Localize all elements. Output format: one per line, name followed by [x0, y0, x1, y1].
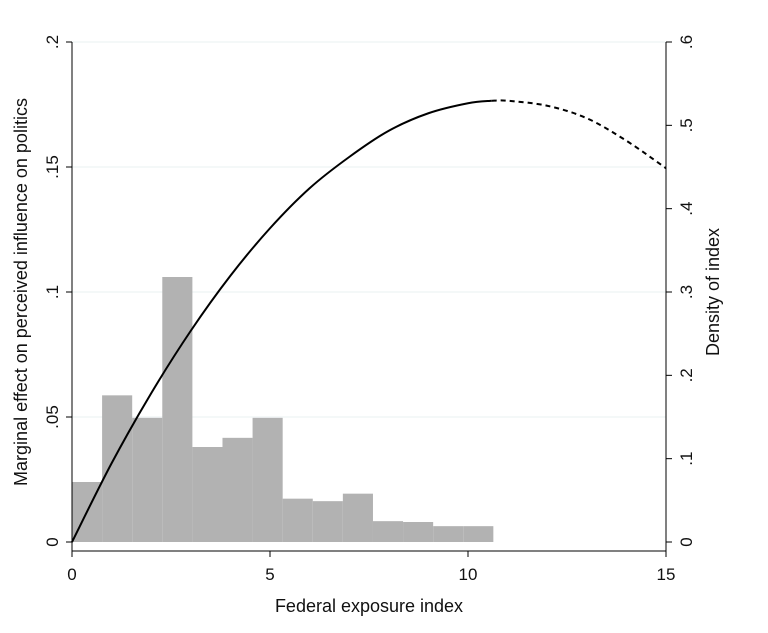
right-y-tick-label: .3 — [677, 285, 696, 299]
x-axis-title: Federal exposure index — [275, 596, 463, 616]
histogram-bar — [372, 521, 404, 542]
right-y-tick-label: .4 — [677, 202, 696, 216]
histogram-bar — [463, 526, 494, 542]
right-y-tick-label: .6 — [677, 35, 696, 49]
histogram-bar — [403, 522, 434, 542]
left-y-tick-label: 0 — [43, 537, 62, 546]
left-y-tick-label: .1 — [43, 285, 62, 299]
x-tick-label: 0 — [67, 565, 76, 584]
x-tick-label: 10 — [459, 565, 478, 584]
left-y-tick-label: .2 — [43, 35, 62, 49]
line-series — [71, 99, 667, 543]
x-tick-label: 5 — [265, 565, 274, 584]
histogram-bar — [312, 501, 343, 542]
axes — [66, 41, 672, 557]
left-y-axis-title: Marginal effect on perceived influence o… — [11, 98, 31, 486]
histogram-bar — [162, 277, 193, 542]
histogram-bars — [72, 277, 494, 542]
left-y-tick-label: .05 — [43, 405, 62, 429]
gridlines — [72, 41, 666, 418]
histogram-bar — [433, 526, 464, 542]
x-tick-label: 15 — [657, 565, 676, 584]
histogram-bar — [252, 417, 283, 542]
right-y-tick-label: 0 — [677, 537, 696, 546]
histogram-bar — [342, 493, 373, 542]
right-y-axis-title: Density of index — [703, 228, 723, 356]
histogram-bar — [132, 417, 163, 542]
histogram-bar — [102, 395, 133, 542]
tick-labels: 0 5 10 15 0 .05 .1 .15 .2 0 .1 .2 .3 .4 .5 .6 — [43, 35, 696, 584]
right-y-tick-label: .5 — [677, 118, 696, 132]
dashed-effect-line — [491, 99, 667, 170]
right-y-tick-label: .1 — [677, 452, 696, 466]
left-y-tick-label: .15 — [43, 155, 62, 179]
histogram-bar — [282, 498, 313, 542]
histogram-bar — [222, 437, 253, 542]
right-y-tick-label: .2 — [677, 368, 696, 382]
histogram-bar — [192, 447, 223, 542]
solid-effect-line — [71, 99, 492, 543]
